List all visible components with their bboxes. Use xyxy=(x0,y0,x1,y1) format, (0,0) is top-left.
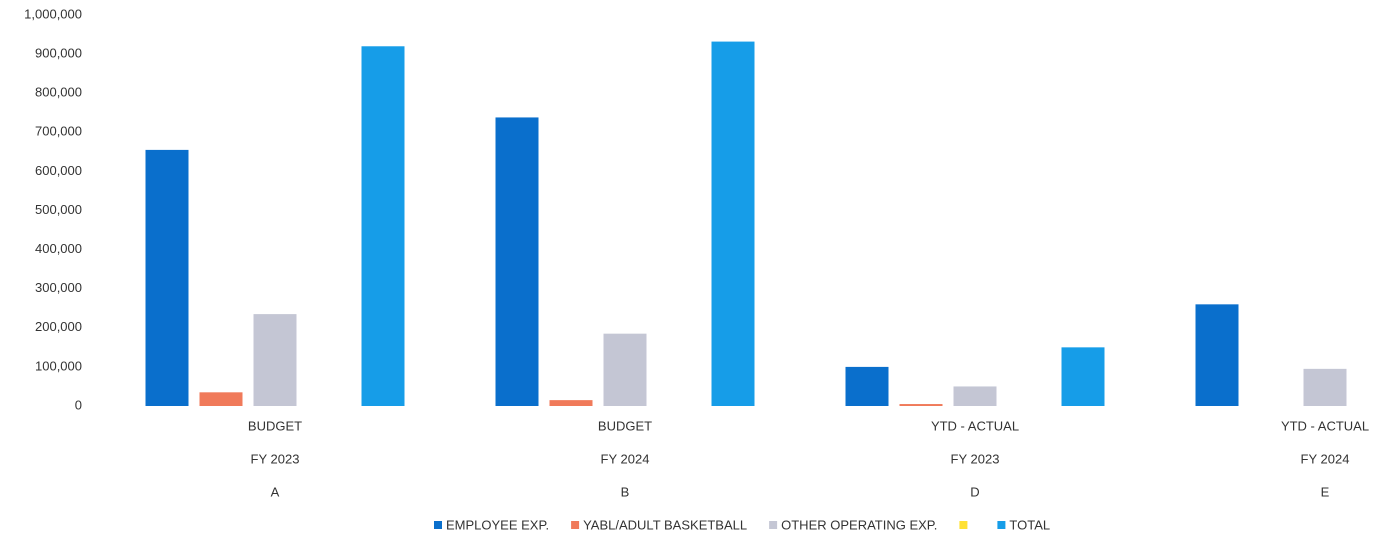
bar xyxy=(1195,304,1239,406)
bar xyxy=(711,41,755,406)
y-tick-label: 1,000,000 xyxy=(24,6,82,21)
x-tick-label: FY 2024 xyxy=(1301,451,1350,466)
y-tick-label: 800,000 xyxy=(35,85,82,100)
y-tick-label: 300,000 xyxy=(35,280,82,295)
bar xyxy=(495,117,539,406)
y-tick-label: 100,000 xyxy=(35,358,82,373)
x-tick-label: E xyxy=(1321,484,1330,499)
legend-swatch xyxy=(571,521,580,529)
y-tick-label: 400,000 xyxy=(35,241,82,256)
x-tick-label: FY 2023 xyxy=(251,451,300,466)
x-tick-label: YTD - ACTUAL xyxy=(931,418,1019,433)
y-tick-label: 500,000 xyxy=(35,202,82,217)
legend-label: EMPLOYEE EXP. xyxy=(446,517,549,532)
x-tick-label: BUDGET xyxy=(598,418,652,433)
y-tick-label: 900,000 xyxy=(35,46,82,61)
bar xyxy=(145,149,189,406)
x-tick-label: BUDGET xyxy=(248,418,302,433)
bar xyxy=(549,400,593,406)
y-tick-label: 700,000 xyxy=(35,124,82,139)
legend-swatch xyxy=(769,521,778,529)
y-tick-label: 200,000 xyxy=(35,319,82,334)
bar xyxy=(1303,368,1347,406)
x-tick-label: D xyxy=(970,484,979,499)
bar xyxy=(253,314,297,406)
x-tick-label: FY 2024 xyxy=(601,451,650,466)
bar xyxy=(845,366,889,406)
bar xyxy=(199,392,243,406)
legend-swatch xyxy=(959,521,968,529)
legend-label: OTHER OPERATING EXP. xyxy=(781,517,937,532)
y-tick-label: 600,000 xyxy=(35,163,82,178)
y-tick-label: 0 xyxy=(75,397,82,412)
x-tick-label: B xyxy=(621,484,630,499)
bar xyxy=(899,404,943,406)
x-tick-label: FY 2023 xyxy=(951,451,1000,466)
bar xyxy=(953,386,997,406)
bar xyxy=(361,46,405,406)
x-tick-label: A xyxy=(271,484,280,499)
bar xyxy=(603,333,647,406)
x-tick-label: YTD - ACTUAL xyxy=(1281,418,1369,433)
legend-label: TOTAL xyxy=(1009,517,1050,532)
legend-swatch xyxy=(434,521,442,529)
legend-label: YABL/ADULT BASKETBALL xyxy=(583,517,747,532)
bar xyxy=(1061,347,1105,406)
legend-swatch xyxy=(997,521,1006,529)
